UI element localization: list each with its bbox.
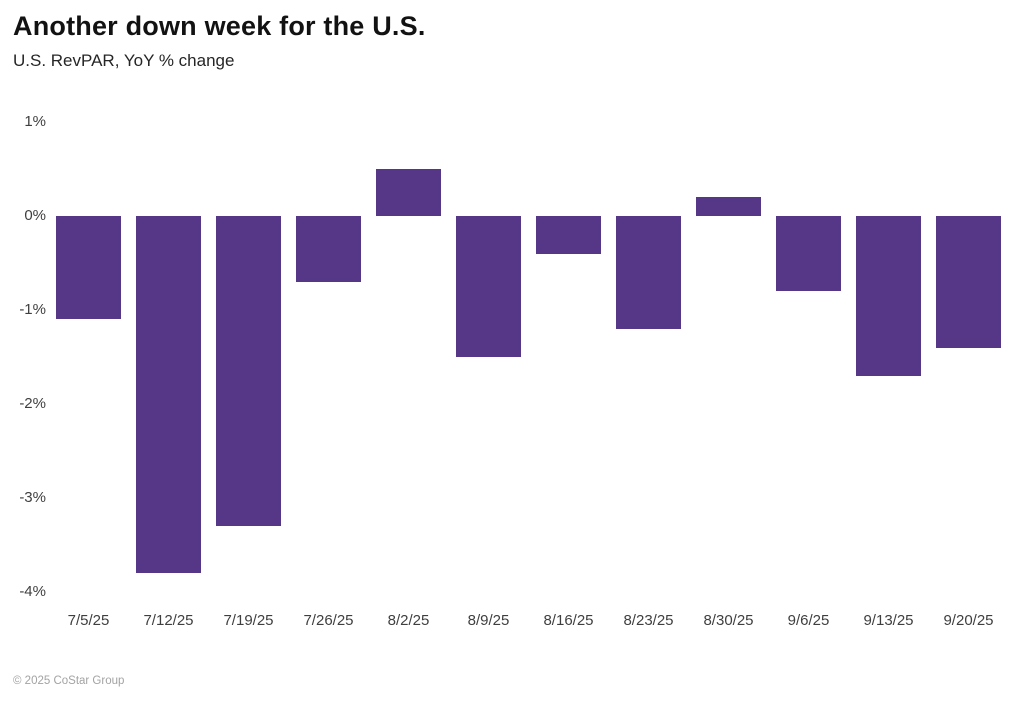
y-tick-label: -2% — [19, 395, 46, 412]
x-tick-label: 7/5/25 — [67, 612, 110, 629]
bar-8/30/25 — [696, 197, 761, 216]
x-tick-label: 9/13/25 — [863, 612, 914, 629]
bar-8/23/25 — [616, 216, 681, 329]
y-tick-label: -3% — [19, 489, 46, 506]
y-tick-label: -1% — [19, 301, 46, 318]
x-tick-label: 7/12/25 — [143, 612, 194, 629]
bar-7/26/25 — [296, 216, 361, 282]
bar-8/9/25 — [456, 216, 521, 357]
y-tick-label: 0% — [24, 207, 46, 224]
bar-9/13/25 — [856, 216, 921, 376]
x-tick-label: 8/9/25 — [467, 612, 510, 629]
bar-9/6/25 — [776, 216, 841, 292]
x-tick-label: 7/26/25 — [303, 612, 354, 629]
bar-7/19/25 — [216, 216, 281, 527]
x-tick-label: 8/2/25 — [387, 612, 430, 629]
copyright-text: © 2025 CoStar Group — [13, 675, 125, 687]
bar-7/12/25 — [136, 216, 201, 574]
chart-subtitle: U.S. RevPAR, YoY % change — [13, 51, 235, 70]
y-tick-label: 1% — [24, 113, 46, 130]
x-tick-label: 8/16/25 — [543, 612, 594, 629]
x-tick-label: 7/19/25 — [223, 612, 274, 629]
bar-9/20/25 — [936, 216, 1001, 348]
bar-8/2/25 — [376, 169, 441, 216]
bar-8/16/25 — [536, 216, 601, 254]
x-tick-label: 9/6/25 — [787, 612, 830, 629]
x-tick-label: 9/20/25 — [943, 612, 994, 629]
y-tick-label: -4% — [19, 583, 46, 600]
x-tick-label: 8/30/25 — [703, 612, 754, 629]
chart-title: Another down week for the U.S. — [13, 11, 426, 41]
bar-7/5/25 — [56, 216, 121, 320]
x-tick-label: 8/23/25 — [623, 612, 674, 629]
